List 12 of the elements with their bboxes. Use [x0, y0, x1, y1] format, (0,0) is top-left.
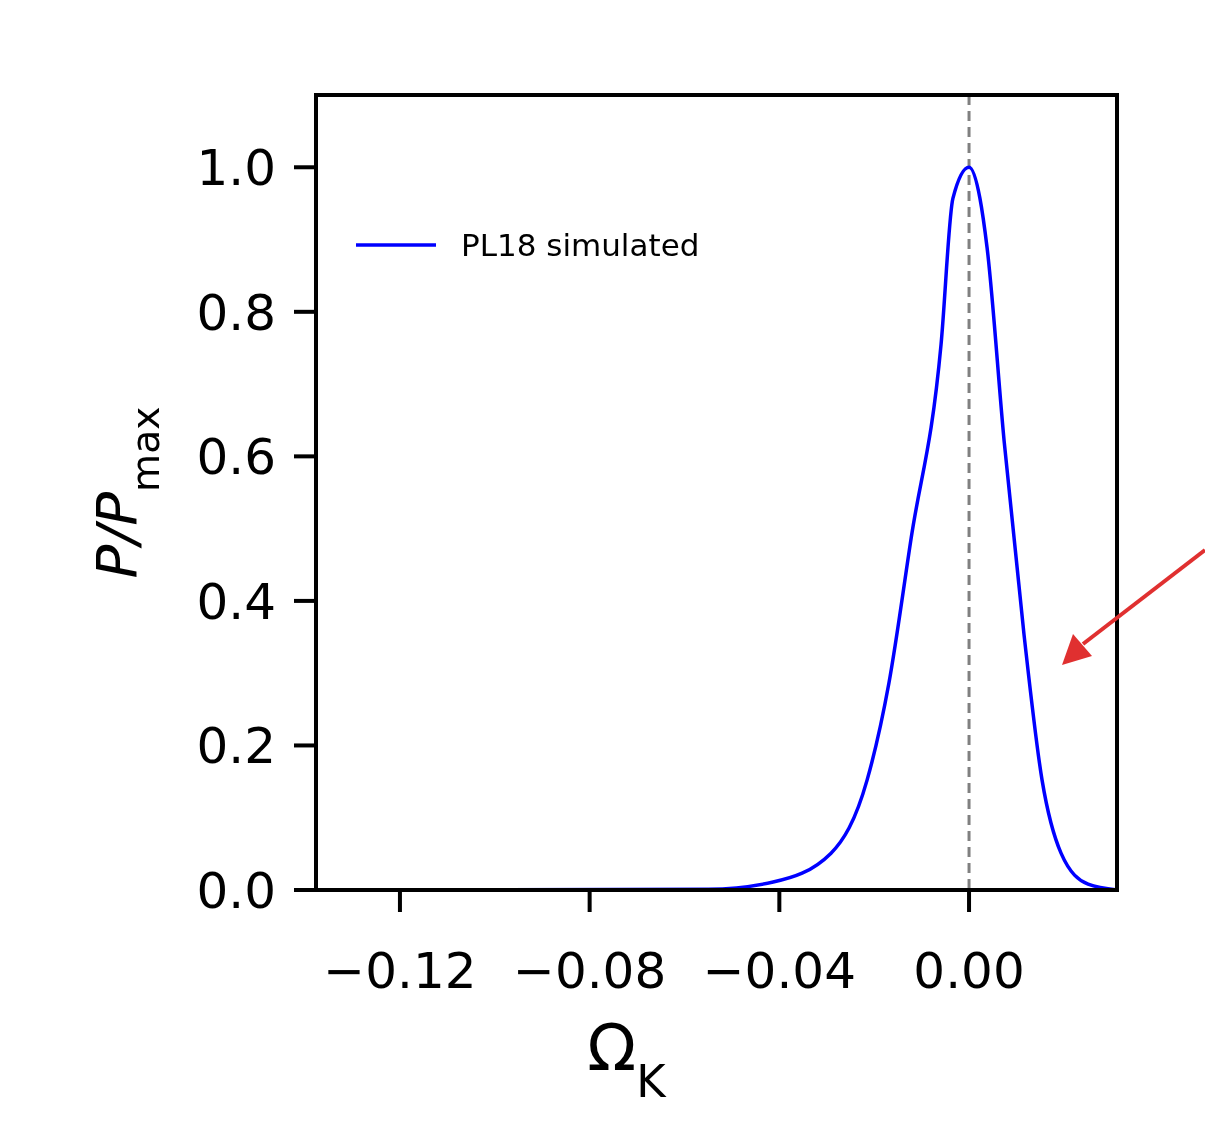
y-tick-label: 0.4 [196, 572, 276, 631]
y-tick-label: 0.2 [196, 717, 276, 776]
legend-label: PL18 simulated [461, 227, 700, 263]
y-tick-label: 0.8 [196, 283, 276, 342]
x-tick-label: −0.12 [323, 942, 477, 1000]
x-tick-label: −0.08 [513, 942, 667, 1000]
x-tick-label: 0.00 [913, 942, 1025, 1000]
y-tick-label: 0.0 [196, 862, 276, 920]
x-tick-label: −0.04 [702, 942, 856, 1000]
x-axis-title: Ω$_{K}$ [587, 1011, 668, 1108]
y-tick-label: 1.0 [196, 139, 276, 198]
y-tick-label: 0.6 [196, 428, 276, 487]
